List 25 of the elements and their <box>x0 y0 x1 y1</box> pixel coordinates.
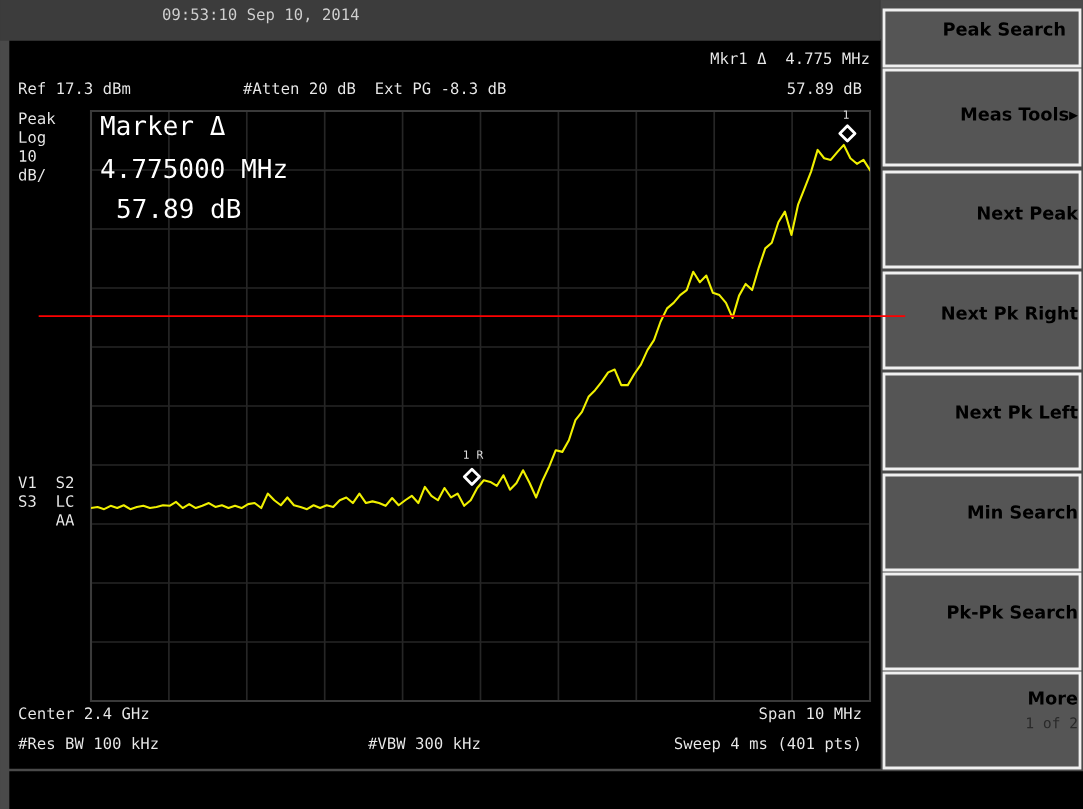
text: Ref 17.3 dBm <box>19 82 131 95</box>
text: More <box>1029 691 1078 705</box>
text: Next Pk Right <box>942 306 1078 324</box>
text: Peak Log 10 dB/ <box>18 112 56 182</box>
text: #VBW 300 kHz <box>368 737 480 750</box>
text: Mkr1 Δ 4.775 MHz <box>710 52 869 65</box>
annotation: 1 R <box>464 450 484 459</box>
text: Pk-Pk Search <box>948 605 1077 619</box>
text: Marker Δ <box>101 115 225 136</box>
text: 57.89 dB <box>787 82 862 95</box>
annotation: 57.89 dB <box>117 198 241 219</box>
text: #Res BW 100 kHz <box>18 737 158 750</box>
text: Peak Search <box>944 22 1065 36</box>
text: V1 S2 S3 LC AA <box>18 476 75 526</box>
text: Next Peak <box>978 206 1079 220</box>
text: Span 10 MHz <box>759 707 861 723</box>
text: 1 <box>843 110 849 119</box>
text: Center 2.4 GHz <box>19 707 149 720</box>
text: 09:53:10 Sep 10, 2014 <box>163 8 359 24</box>
text: Meas Tools▸ <box>961 107 1078 121</box>
text: Next Pk Left <box>956 405 1078 419</box>
text: Sweep 4 ms (401 pts) <box>674 737 859 753</box>
annotation: 4.775000 MHz <box>101 158 286 179</box>
text: #Atten 20 dB Ext PG -8.3 dB <box>243 82 506 95</box>
text: Min Search <box>968 505 1077 519</box>
